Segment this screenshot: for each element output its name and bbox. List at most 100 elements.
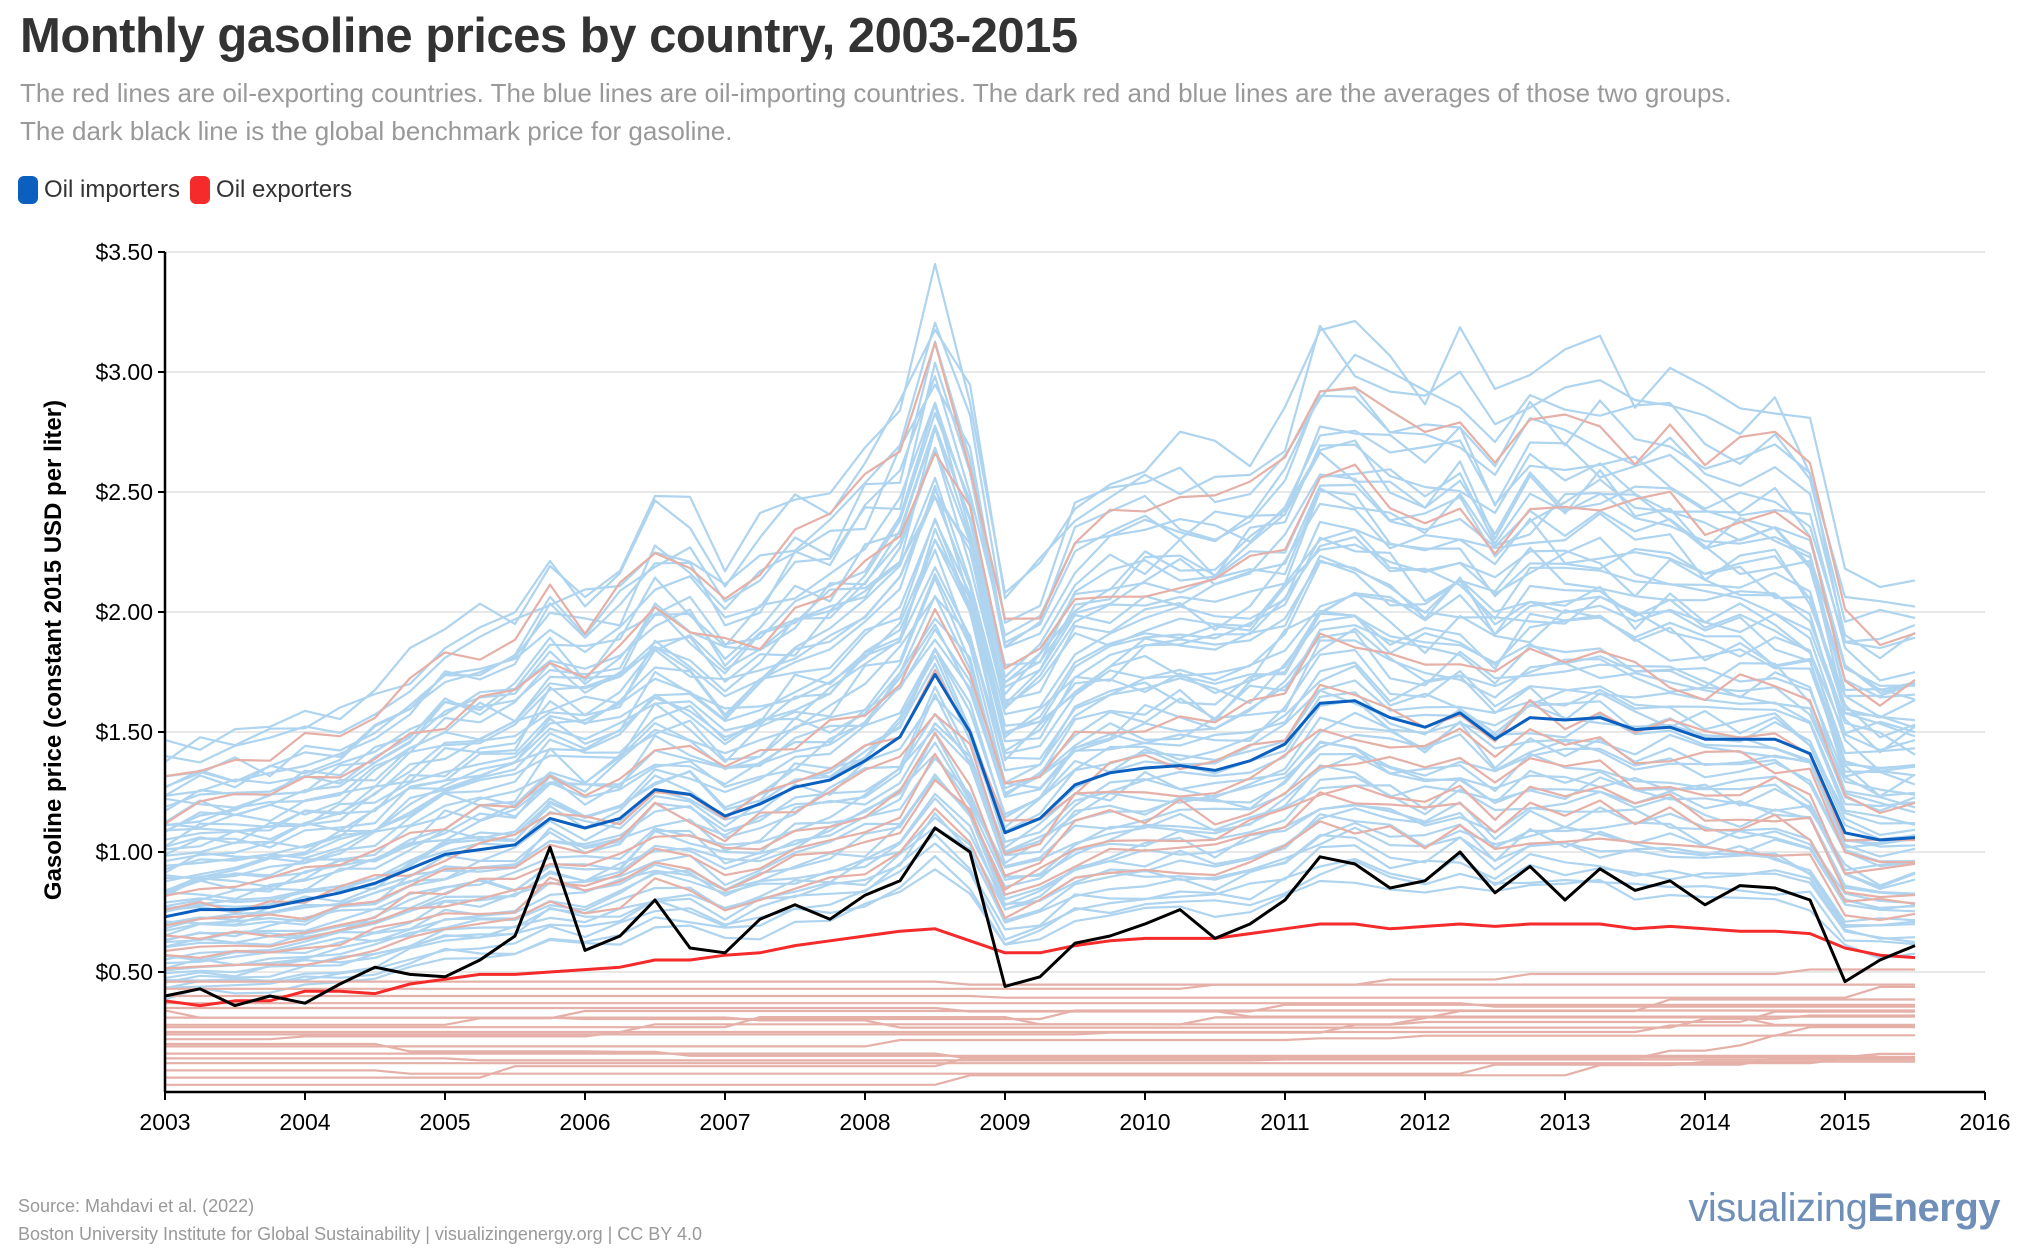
exporter-country-line (165, 980, 1915, 986)
exporter-country-line (164, 731, 1916, 940)
exporter-country-line (164, 807, 1916, 970)
importer-country-line (164, 833, 1916, 982)
importer-country-line (164, 696, 1916, 925)
exporter-country-line (165, 1024, 1915, 1034)
exporter-country-line (165, 1057, 1915, 1065)
x-tick-label: 2005 (419, 1109, 470, 1135)
y-tick-label: $3.00 (95, 359, 153, 385)
exporter-country-line (165, 1014, 1915, 1029)
y-tick-label: $1.50 (95, 719, 153, 745)
x-tick-label: 2007 (699, 1109, 750, 1135)
x-tick-label: 2006 (559, 1109, 610, 1135)
subtitle-line-1: The red lines are oil-exporting countrie… (20, 78, 1732, 108)
y-tick-label: $2.50 (95, 479, 153, 505)
x-tick-label: 2013 (1539, 1109, 1590, 1135)
visualizing-energy-logo[interactable]: visualizingEnergy (1688, 1186, 2000, 1231)
legend-item-importers[interactable]: Oil importers (18, 176, 180, 204)
x-tick-label: 2014 (1679, 1109, 1730, 1135)
importer-country-line (164, 753, 1916, 948)
importer-country-line (164, 361, 1916, 797)
importer-country-line (164, 495, 1916, 841)
exporter-country-line (165, 1010, 1915, 1036)
importer-country-lines (164, 262, 1916, 1001)
y-tick-label: $1.00 (95, 839, 153, 865)
exporter-country-line (165, 1002, 1915, 1008)
importer-country-line (164, 321, 1916, 764)
legend-swatch-importers (18, 176, 38, 204)
chart-subtitle: The red lines are oil-exporting countrie… (20, 74, 2010, 150)
exporter-country-line (165, 968, 1915, 990)
y-tick-label: $3.50 (95, 239, 153, 265)
y-tick-label: $2.00 (95, 599, 153, 625)
exporter-country-line (164, 608, 1916, 897)
importer-country-line (164, 774, 1916, 965)
exporter-country-line (165, 985, 1915, 999)
importer-country-line (164, 757, 1916, 949)
source-text: Source: Mahdavi et al. (2022) (18, 1196, 255, 1216)
legend-label-importers: Oil importers (44, 176, 181, 203)
importer-country-line (164, 812, 1916, 980)
importer-country-line (164, 496, 1916, 829)
importer-country-line (164, 573, 1916, 883)
logo-bold: Energy (1867, 1186, 2000, 1230)
x-tick-label: 2016 (1959, 1109, 2010, 1135)
exporter-country-line (165, 1042, 1915, 1058)
legend-item-exporters[interactable]: Oil exporters (190, 176, 352, 204)
importer-country-line (164, 489, 1916, 832)
importer-country-line (164, 484, 1916, 848)
legend-label-exporters: Oil exporters (216, 176, 353, 203)
importer-country-line (164, 262, 1916, 751)
exporter-country-line (164, 713, 1916, 927)
subtitle-line-2: The dark black line is the global benchm… (20, 116, 733, 146)
importer-country-line (164, 868, 1916, 1001)
importer-country-line (164, 539, 1916, 856)
exporter-country-lines (164, 341, 1916, 1086)
importer-country-line (164, 685, 1916, 926)
exporter-country-line (165, 1057, 1915, 1062)
importer-country-line (164, 476, 1916, 848)
axes: $0.50 $1.00 $1.50 $2.00 $2.50 $3.00 $3.50 2003 2… (95, 239, 2010, 1135)
y-axis-label: Gasoline price (constant 2015 USD per li… (40, 399, 67, 901)
importer-country-line (164, 792, 1916, 970)
exporter-country-line (165, 1052, 1915, 1079)
importer-country-line (164, 741, 1916, 941)
x-tick-label: 2010 (1119, 1109, 1170, 1135)
x-tick-label: 2003 (139, 1109, 190, 1135)
exporter-country-line (165, 1026, 1915, 1048)
exporter-country-line (165, 1060, 1915, 1086)
legend-swatch-exporters (190, 176, 211, 204)
importer-avg-line (164, 672, 1916, 919)
benchmark-line (164, 826, 1916, 1008)
exporter-country-line (165, 1003, 1915, 1013)
x-tick-label: 2004 (279, 1109, 330, 1135)
credit-text: Boston University Institute for Global S… (18, 1224, 703, 1244)
y-tick-label: $0.50 (95, 959, 153, 985)
exporter-country-line (164, 341, 1916, 778)
logo-light: visualizing (1688, 1186, 1868, 1230)
importer-country-line (164, 448, 1916, 827)
exporter-country-line (164, 452, 1916, 825)
average-lines (164, 672, 1916, 1008)
exporter-country-line (164, 779, 1916, 959)
exporter-country-line (164, 752, 1916, 953)
x-tick-label: 2012 (1399, 1109, 1450, 1135)
chart-title: Monthly gasoline prices by country, 2003… (20, 9, 1078, 63)
importer-country-line (164, 538, 1916, 857)
legend: Oil importers Oil exporters (18, 176, 362, 204)
importer-country-line (164, 548, 1916, 874)
x-tick-label: 2009 (979, 1109, 1030, 1135)
importer-country-line (164, 617, 1916, 894)
exporter-avg-line (164, 922, 1916, 1008)
importer-country-line (164, 517, 1916, 851)
importer-country-line (164, 722, 1916, 937)
importer-country-line (164, 647, 1916, 913)
footer-source: Source: Mahdavi et al. (2022) Boston Uni… (18, 1192, 702, 1248)
importer-country-line (164, 426, 1916, 812)
exporter-country-line (165, 1016, 1915, 1029)
importer-country-line (164, 340, 1916, 788)
x-tick-label: 2011 (1260, 1109, 1309, 1135)
importer-country-line (164, 324, 1916, 763)
x-tick-label: 2015 (1819, 1109, 1870, 1135)
importer-country-line (164, 403, 1916, 809)
